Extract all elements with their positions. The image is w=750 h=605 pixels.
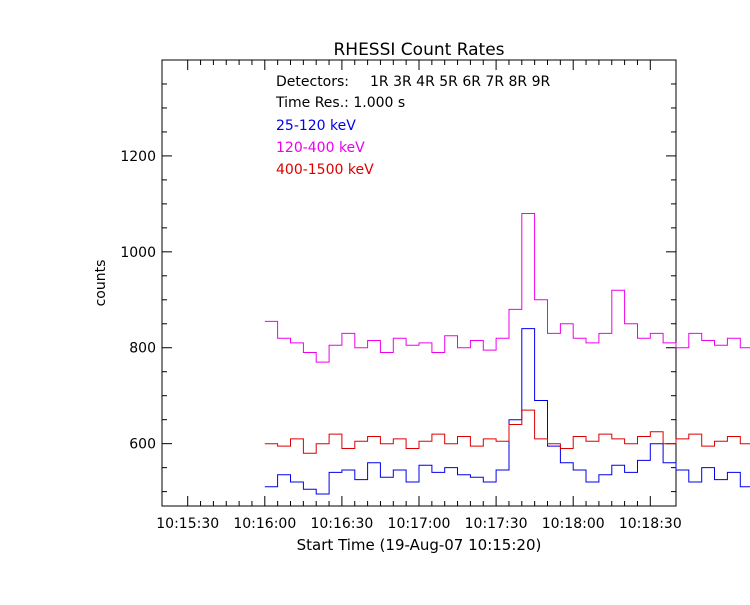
chart-title: RHESSI Count Rates xyxy=(333,40,504,60)
annotations: Detectors: 1R 3R 4R 5R 6R 7R 8R 9R Time … xyxy=(275,74,551,178)
y-tick-label: 800 xyxy=(129,341,156,357)
x-tick-label: 10:17:30 xyxy=(465,516,528,532)
detectors-value: 1R 3R 4R 5R 6R 7R 8R 9R xyxy=(370,74,551,90)
x-tick-label: 10:18:00 xyxy=(542,516,605,532)
x-tick-label: 10:17:00 xyxy=(388,516,451,532)
legend-entry-blue: 25-120 keV xyxy=(276,118,356,134)
legend-entry-magenta: 120-400 keV xyxy=(276,140,365,156)
x-axis-label: Start Time (19-Aug-07 10:15:20) xyxy=(297,536,542,554)
series-line-2 xyxy=(264,409,750,454)
y-tick-label: 1200 xyxy=(120,149,156,165)
x-tick-label: 10:16:30 xyxy=(310,516,373,532)
series-layer xyxy=(264,213,750,495)
axis-ticks: 10:15:30 10:16:00 10:16:30 10:17:00 10:17:30… xyxy=(120,60,682,532)
detectors-label: Detectors: xyxy=(276,74,349,90)
series-line-1 xyxy=(264,213,750,363)
y-tick-label: 1000 xyxy=(120,245,156,261)
x-tick-label: 10:18:30 xyxy=(619,516,682,532)
time-resolution: Time Res.: 1.000 s xyxy=(275,95,405,111)
y-axis-label: counts xyxy=(93,260,109,307)
x-tick-label: 10:16:00 xyxy=(233,516,296,532)
x-tick-label: 10:15:30 xyxy=(156,516,219,532)
series-line-0 xyxy=(264,328,750,495)
y-tick-label: 600 xyxy=(129,437,156,453)
legend-entry-red: 400-1500 keV xyxy=(276,162,374,178)
